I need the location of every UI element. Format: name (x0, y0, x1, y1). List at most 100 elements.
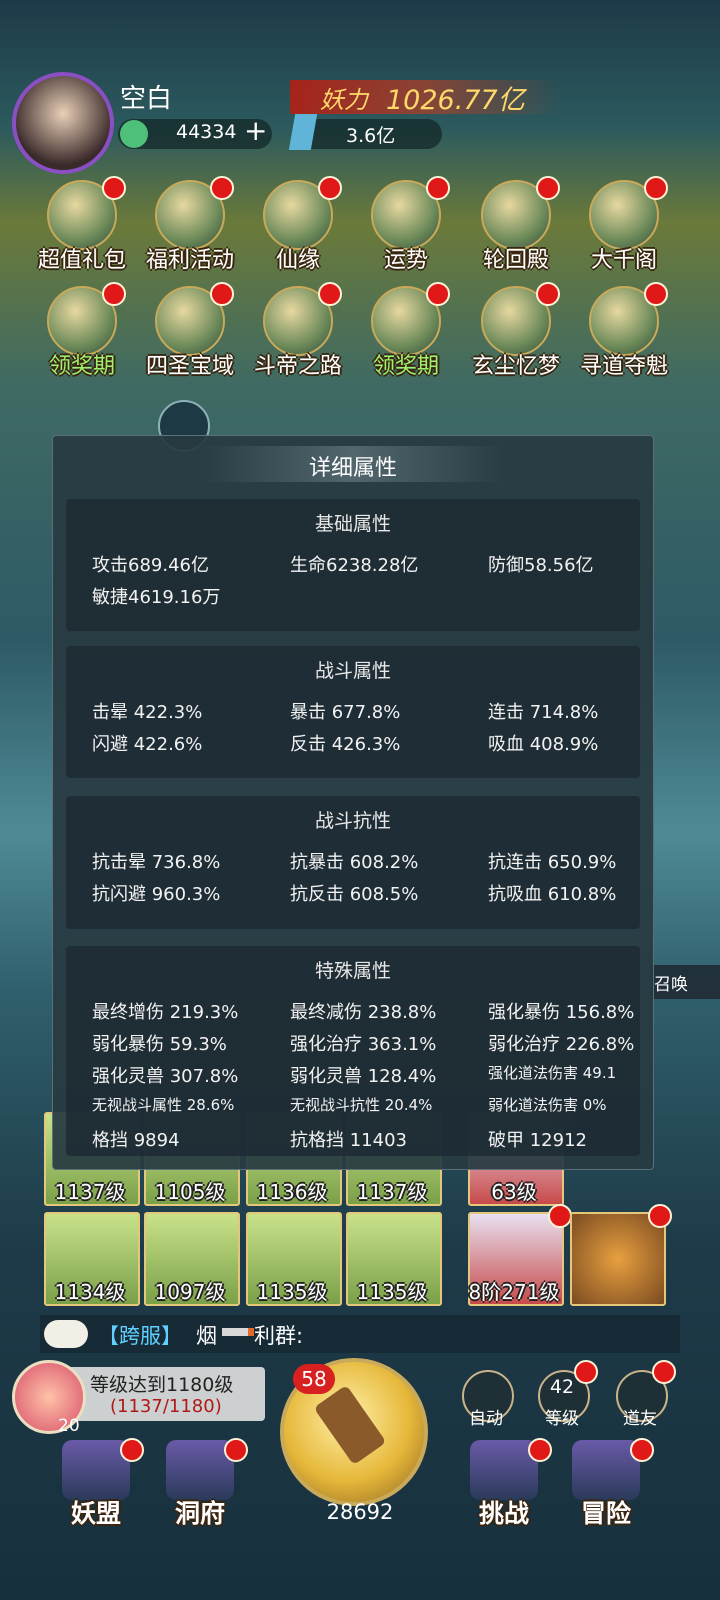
feature-label[interactable]: 运势 (383, 248, 428, 273)
task-progress: (1137/1180) (110, 1396, 222, 1417)
red-dot (536, 176, 560, 200)
attr-item: 连击 714.8% (488, 702, 599, 723)
quick-label[interactable]: 等级 (545, 1409, 579, 1429)
feature-icon[interactable] (589, 180, 659, 250)
feature-label[interactable]: 寻道夺魁 (579, 354, 668, 379)
attr-item: 强化治疗 363.1% (290, 1034, 437, 1055)
pet-card[interactable] (346, 1212, 442, 1306)
summon-label[interactable]: 召唤 (654, 975, 688, 995)
red-dot (426, 176, 450, 200)
feature-icon[interactable] (47, 286, 117, 356)
red-dot (426, 282, 450, 306)
attr-item: 攻击689.46亿 (92, 555, 209, 576)
feature-label[interactable]: 领奖期 (372, 354, 439, 379)
red-dot (102, 282, 126, 306)
attr-item: 防御58.56亿 (488, 555, 594, 576)
attr-item: 敏捷4619.16万 (92, 587, 221, 608)
quick-label[interactable]: 道友 (623, 1409, 657, 1429)
red-dot (210, 176, 234, 200)
feature-label[interactable]: 大千阁 (590, 248, 657, 273)
chat-channel: 【跨服】 (98, 1324, 182, 1348)
red-dot (528, 1438, 552, 1462)
crystal-value: 3.6亿 (346, 125, 396, 147)
attr-item: 强化灵兽 307.8% (92, 1066, 239, 1087)
pet-card[interactable] (144, 1212, 240, 1306)
quick-value: 42 (549, 1376, 575, 1398)
quick-button[interactable] (538, 1370, 590, 1422)
attr-item: 抗格挡 11403 (290, 1130, 407, 1151)
extra-level: 63级 (491, 1180, 537, 1204)
attr-section: 战斗抗性 抗击晕 736.8% 抗暴击 608.2% 抗连击 650.9% 抗闪避 96… (66, 796, 640, 929)
feature-icon[interactable] (155, 180, 225, 250)
attr-section: 战斗属性 击晕 422.3% 暴击 677.8% 连击 714.8% 闪避 422.6%… (66, 646, 640, 778)
nav-label[interactable]: 妖盟 (70, 1499, 121, 1528)
power-value: 1026.77亿 (386, 85, 525, 116)
feature-label[interactable]: 超值礼包 (37, 248, 126, 273)
feature-label[interactable]: 轮回殿 (482, 248, 549, 273)
nav-label[interactable]: 洞府 (174, 1499, 225, 1528)
feature-label[interactable]: 领奖期 (48, 354, 115, 379)
pet-card[interactable] (44, 1212, 140, 1306)
attr-item: 闪避 422.6% (92, 734, 203, 755)
pet-level: 1105级 (154, 1180, 226, 1204)
extra-card[interactable] (468, 1212, 564, 1306)
attr-item: 最终增伤 219.3% (92, 1002, 239, 1023)
feature-label[interactable]: 玄尘忆梦 (471, 354, 560, 379)
attr-item: 生命6238.28亿 (290, 555, 419, 576)
attr-item: 弱化治疗 226.8% (488, 1034, 635, 1055)
nav-icon[interactable] (62, 1440, 130, 1500)
extra-card[interactable] (570, 1212, 666, 1306)
title-bar (203, 446, 503, 482)
currency-icon (120, 120, 148, 148)
pet-level: 1135级 (356, 1280, 428, 1304)
attr-item: 吸血 408.9% (488, 734, 599, 755)
feature-label[interactable]: 斗帝之路 (253, 354, 342, 379)
attr-item: 破甲 12912 (488, 1130, 587, 1151)
attr-item: 无视战斗属性 28.6% (92, 1096, 235, 1114)
red-dot (318, 176, 342, 200)
avatar[interactable] (12, 72, 114, 174)
red-dot (652, 1360, 676, 1384)
feature-label[interactable]: 四圣宝域 (145, 354, 234, 379)
attr-item: 抗闪避 960.3% (92, 884, 221, 905)
nav-icon[interactable] (572, 1440, 640, 1500)
chat-emoji (222, 1328, 254, 1336)
feature-label[interactable]: 仙缘 (275, 248, 320, 273)
nav-icon[interactable] (166, 1440, 234, 1500)
player-name: 空白 (120, 84, 173, 114)
attr-item: 强化道法伤害 49.1 (488, 1064, 617, 1082)
red-dot (648, 1204, 672, 1228)
attr-item: 抗反击 608.5% (290, 884, 419, 905)
attr-item: 无视战斗抗性 20.4% (290, 1096, 433, 1114)
task-icon[interactable] (12, 1360, 86, 1434)
attr-item: 弱化暴伤 59.3% (92, 1034, 227, 1055)
pet-level: 1136级 (256, 1180, 328, 1204)
nav-label[interactable]: 冒险 (580, 1499, 631, 1528)
feature-label[interactable]: 福利活动 (145, 248, 234, 273)
power-label: 妖力 (320, 86, 368, 114)
nav-label[interactable]: 挑战 (478, 1499, 529, 1528)
pet-level: 1137级 (356, 1180, 428, 1204)
quick-label[interactable]: 自动 (469, 1409, 503, 1429)
badge (293, 1364, 335, 1394)
nav-icon[interactable] (470, 1440, 538, 1500)
attr-item: 反击 426.3% (290, 734, 401, 755)
attr-item: 最终减伤 238.8% (290, 1002, 437, 1023)
pet-card[interactable] (246, 1212, 342, 1306)
summon-tag[interactable] (650, 965, 720, 999)
badge-value: 58 (301, 1367, 327, 1391)
section-title: 战斗属性 (314, 660, 391, 682)
chat-bar[interactable] (40, 1315, 680, 1353)
chat-icon[interactable] (44, 1320, 88, 1348)
red-dot (224, 1438, 248, 1462)
quick-button[interactable] (462, 1370, 514, 1422)
task-text: 等级达到1180级 (90, 1374, 234, 1396)
red-dot (210, 282, 234, 306)
section-title: 特殊属性 (314, 960, 391, 982)
power-banner (290, 80, 560, 114)
chat-sender-end: 利群: (254, 1324, 304, 1348)
add-button[interactable]: + (244, 114, 268, 147)
red-dot (644, 282, 668, 306)
pet-level: 1134级 (54, 1280, 126, 1304)
attr-item: 暴击 677.8% (290, 702, 401, 723)
